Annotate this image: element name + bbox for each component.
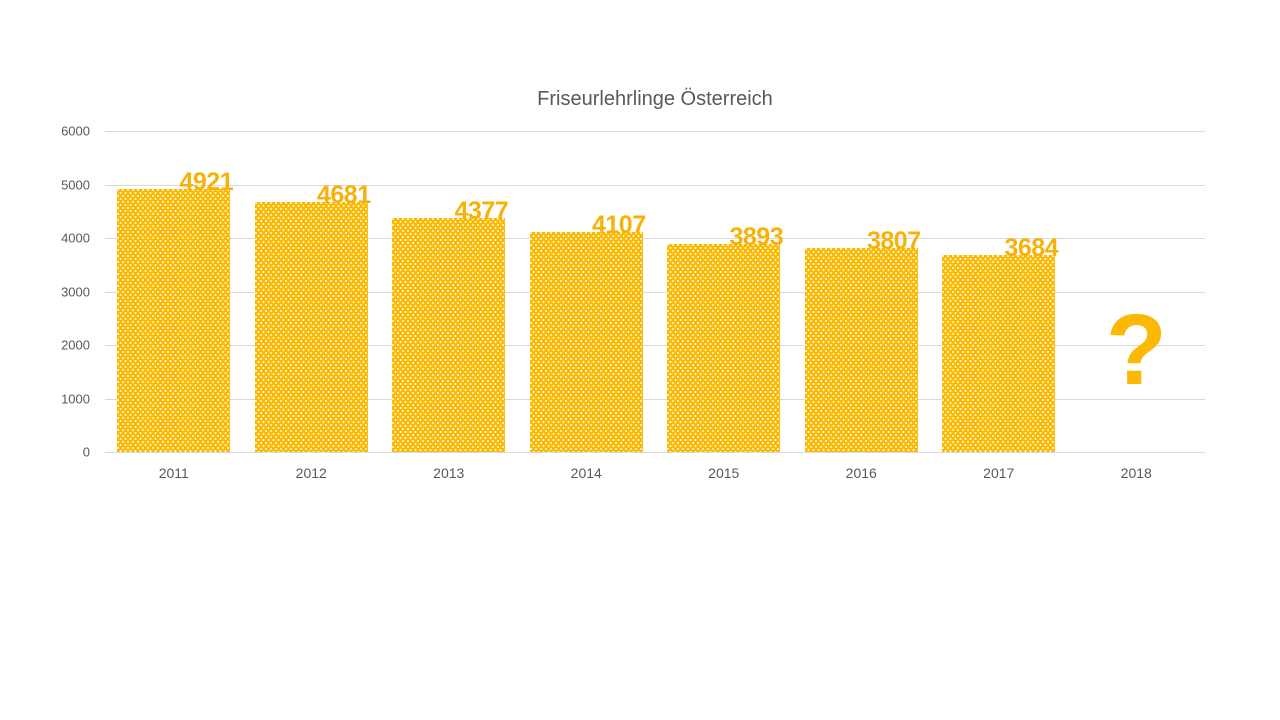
missing-value-question-mark: ? [1105, 294, 1167, 406]
bar-2015 [667, 243, 781, 452]
gridline [105, 184, 1205, 186]
y-axis-tick-label: 5000 [61, 177, 90, 192]
bar-2016 [804, 248, 918, 452]
bar-value-label: 4921 [179, 167, 234, 196]
bar-2012 [254, 201, 368, 452]
x-axis-label-2013: 2013 [433, 465, 465, 481]
gridline [105, 452, 1205, 453]
y-axis-tick-label: 3000 [61, 284, 90, 299]
x-axis-label-2014: 2014 [570, 465, 602, 481]
category-cell: 3684 [930, 131, 1068, 452]
category-cell: 3807 [793, 131, 931, 452]
y-axis-tick-label: 6000 [61, 123, 90, 139]
category-cell: 4921 [105, 131, 243, 452]
category-cell: 4377 [380, 131, 518, 452]
bar-2017 [942, 254, 1056, 452]
bar-2011 [117, 188, 231, 452]
chart-title: Friseurlehrlinge Österreich [537, 88, 773, 110]
category-cell: 4681 [243, 131, 381, 452]
x-axis-label-2012: 2012 [295, 465, 327, 481]
bar-value-label: 4681 [317, 180, 371, 209]
x-axis-label-2015: 2015 [708, 465, 740, 481]
bar-value-label: 3807 [867, 227, 921, 256]
x-axis-label-2016: 2016 [845, 465, 877, 481]
x-axis-label-2011: 2011 [158, 465, 189, 481]
bar-value-label: 4377 [454, 196, 509, 225]
bar-value-label: 4107 [592, 211, 646, 240]
bar-2013 [392, 217, 506, 452]
y-axis-tick-label: 0 [82, 444, 90, 460]
bar-2014 [529, 232, 643, 452]
y-axis-tick-label: 4000 [61, 230, 90, 246]
bar-value-label: 3684 [1004, 233, 1059, 262]
gridline [105, 398, 1205, 400]
gridline [105, 238, 1205, 239]
gridline [105, 291, 1205, 293]
category-cell: ? [1068, 131, 1206, 452]
x-axis-label-2018: 2018 [1120, 465, 1152, 481]
x-axis-label-2017: 2017 [983, 465, 1015, 481]
y-axis-tick-label: 1000 [61, 391, 90, 406]
category-cell: 4107 [518, 131, 656, 452]
y-axis-tick-label: 2000 [61, 337, 90, 353]
plot-area: 0 1000 2000 3000 4000 5000 6000 4921 4681 4377 410… [61, 124, 1206, 460]
gridline [105, 131, 1205, 132]
bar-value-label: 3893 [729, 222, 784, 251]
category-cell: 3893 [655, 131, 793, 452]
gridline [105, 345, 1205, 346]
